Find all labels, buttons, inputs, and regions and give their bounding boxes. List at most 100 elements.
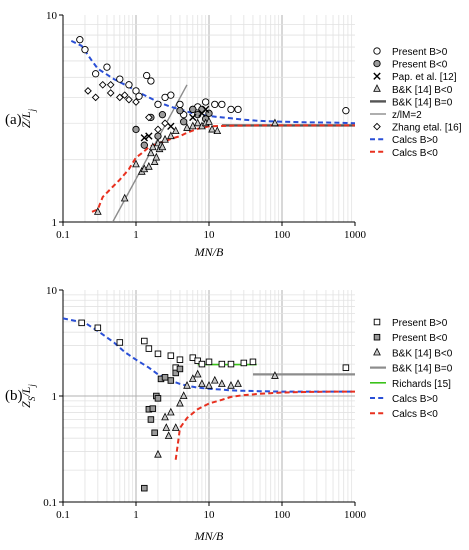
data-point xyxy=(218,379,226,387)
data-point xyxy=(166,131,175,140)
y-tick-label: 10 xyxy=(46,10,58,22)
legend-entry: Present B>0 xyxy=(392,318,448,329)
x-axis-label: MN/B xyxy=(194,529,224,543)
data-point xyxy=(143,71,151,80)
data-point xyxy=(141,337,148,345)
data-point xyxy=(145,113,153,122)
data-point xyxy=(183,381,191,389)
data-point xyxy=(158,142,167,151)
data-point xyxy=(176,356,184,363)
data-point xyxy=(116,339,124,346)
data-point xyxy=(93,207,102,215)
data-point xyxy=(154,100,162,109)
data-point xyxy=(218,360,226,368)
data-point xyxy=(227,105,235,114)
legend-entry: Calcs B<0 xyxy=(392,148,438,159)
x-tick-label: 10 xyxy=(204,229,216,241)
data-point xyxy=(132,159,140,168)
data-point xyxy=(154,132,162,140)
legend: Present B>0 Present B<0 B&K [14] B<0 B&K [1… xyxy=(370,318,453,420)
data-point xyxy=(167,377,175,384)
grid xyxy=(62,290,355,503)
y-axis-label-part: Z/L xyxy=(19,111,33,128)
legend-symbol xyxy=(373,347,381,356)
data-point xyxy=(132,98,140,106)
y-tick-label: 10 xyxy=(46,285,58,297)
legend-entry: Calcs B>0 xyxy=(392,135,438,146)
data-point xyxy=(76,36,84,44)
data-point xyxy=(140,141,148,149)
legend-symbol xyxy=(373,72,381,80)
legend-entry: z/lM=2 xyxy=(392,110,422,121)
data-point xyxy=(234,105,242,114)
data-point xyxy=(205,117,213,125)
data-point xyxy=(84,87,92,95)
x-tick-label: 100 xyxy=(274,229,291,241)
data-point xyxy=(150,157,159,165)
y-tick-label: 0.1 xyxy=(43,497,57,509)
legend-entry: Present B<0 xyxy=(392,333,448,344)
data-point xyxy=(210,375,219,384)
legend-symbol xyxy=(373,318,381,326)
data-point xyxy=(125,81,133,89)
y-axis-label-subscript: j xyxy=(27,108,37,112)
data-point xyxy=(227,381,235,389)
data-point xyxy=(145,132,153,140)
data-point xyxy=(148,142,157,151)
x-tick-label: 1 xyxy=(133,509,139,521)
legend-symbol xyxy=(373,47,381,55)
data-point xyxy=(106,80,115,89)
data-point xyxy=(145,345,153,352)
legend-symbol xyxy=(373,333,381,341)
data-point xyxy=(162,423,171,431)
data-point xyxy=(141,484,148,492)
data-point xyxy=(81,46,89,54)
data-point xyxy=(164,431,173,439)
data-point xyxy=(240,359,248,367)
data-point xyxy=(189,113,197,122)
data-point xyxy=(103,63,111,71)
data-point xyxy=(132,87,140,95)
data-point xyxy=(171,423,180,431)
data-point xyxy=(179,391,188,399)
series-line xyxy=(91,124,355,213)
data-point xyxy=(145,162,153,170)
data-point xyxy=(161,134,169,143)
data-point xyxy=(167,91,175,99)
data-point xyxy=(78,319,85,327)
data-point xyxy=(158,111,167,119)
legend-entry: Calcs B<0 xyxy=(392,409,438,420)
y-tick-label: 1 xyxy=(52,217,58,229)
data-point xyxy=(151,429,158,437)
data-point xyxy=(147,148,155,157)
data-point xyxy=(91,93,100,102)
y-axis-label: Z/Lj xyxy=(19,108,37,128)
data-point xyxy=(342,107,350,115)
data-point xyxy=(161,119,169,128)
data-point xyxy=(120,91,129,99)
legend-symbol xyxy=(373,84,381,92)
data-point xyxy=(135,92,143,100)
legend-symbol xyxy=(373,59,381,68)
data-point xyxy=(154,125,162,134)
data-point xyxy=(211,100,219,109)
series-line xyxy=(174,390,355,460)
data-point xyxy=(180,118,188,126)
y-axis-label-part: Z xyxy=(19,401,33,408)
plot-area xyxy=(70,36,355,222)
data-point xyxy=(154,350,162,358)
data-point xyxy=(193,118,202,127)
data-point xyxy=(149,405,157,412)
x-tick-label: 1 xyxy=(133,229,139,241)
data-point xyxy=(98,80,107,89)
data-point xyxy=(161,412,169,421)
x-tick-label: 1000 xyxy=(344,229,367,241)
legend-symbol xyxy=(373,122,381,131)
legend-entry: B&K [14] B<0 xyxy=(392,348,453,359)
data-point xyxy=(132,125,140,134)
data-point xyxy=(342,364,350,371)
